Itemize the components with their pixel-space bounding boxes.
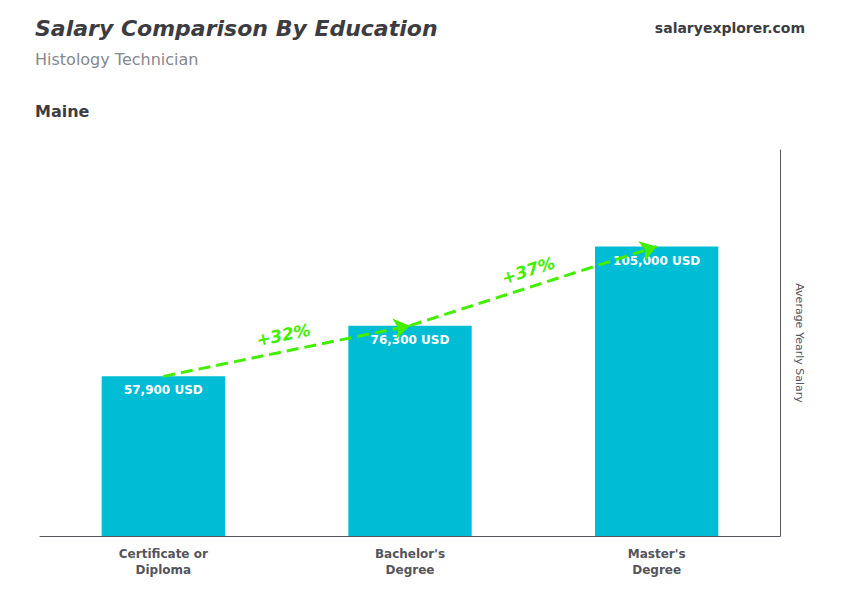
svg-text:Master's: Master's [628, 547, 686, 561]
svg-text:Degree: Degree [386, 563, 435, 577]
svg-text:105,000 USD: 105,000 USD [613, 253, 701, 268]
svg-text:Degree: Degree [632, 563, 681, 577]
svg-text:Diploma: Diploma [136, 563, 192, 577]
svg-text:Bachelor's: Bachelor's [375, 547, 445, 561]
svg-text:+37%: +37% [499, 252, 557, 288]
svg-text:Average Yearly Salary: Average Yearly Salary [793, 283, 806, 403]
svg-text:salaryexplorer.com: salaryexplorer.com [655, 20, 805, 36]
svg-text:+32%: +32% [254, 320, 312, 351]
svg-text:76,300 USD: 76,300 USD [371, 333, 450, 347]
svg-text:Salary Comparison By Education: Salary Comparison By Education [35, 16, 438, 41]
svg-text:57,900 USD: 57,900 USD [124, 383, 203, 397]
svg-text:Maine: Maine [35, 102, 90, 121]
svg-text:Histology Technician: Histology Technician [35, 50, 198, 69]
svg-text:Certificate or: Certificate or [119, 547, 208, 561]
